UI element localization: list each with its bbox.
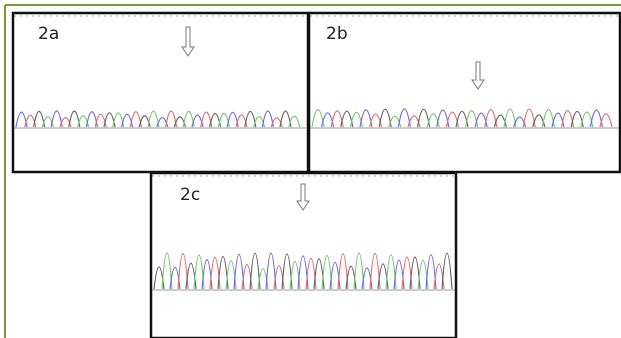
arrow [297,184,309,210]
arrow [472,62,484,89]
panel-label: 2a [38,24,59,44]
page: 2a 2b 2c (() => { const data = JSON.pars… [0,0,621,338]
panel-label: 2b [326,24,348,44]
figure: 2a 2b 2c [0,0,621,338]
panel-frame [309,13,620,172]
arrow [182,27,194,56]
traces [16,109,612,289]
panel-label: 2c [180,185,200,205]
